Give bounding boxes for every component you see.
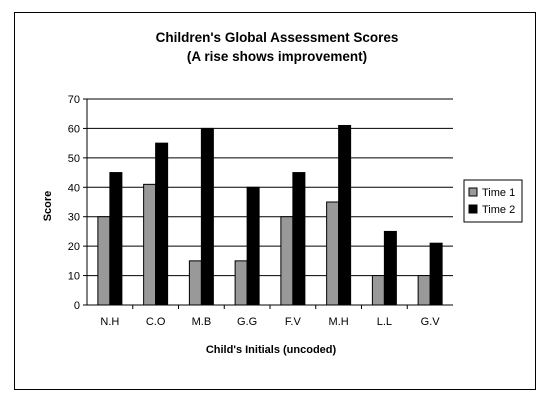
y-tick-label: 40 <box>68 182 80 194</box>
x-tick-label: N.H <box>100 316 119 328</box>
y-tick-label: 50 <box>68 153 80 165</box>
bar-time2 <box>246 186 260 306</box>
bar-time1 <box>417 275 431 306</box>
x-tick-label: M.H <box>329 316 349 328</box>
legend-label: Time 2 <box>482 204 515 216</box>
y-tick-label: 70 <box>68 94 80 106</box>
bar-time1 <box>326 201 340 306</box>
plot-background <box>87 99 453 305</box>
y-axis-label: Score <box>42 191 54 222</box>
plot-area: 0 10 20 30 40 50 60 70 N.H C.O M.B G.G F.V M.H L.L G.V <box>68 94 453 328</box>
chart-svg: Children's Global Assessment Scores (A r… <box>42 30 523 356</box>
x-tick-label: F.V <box>285 316 302 328</box>
legend-label: Time 1 <box>482 187 515 199</box>
bar-time2 <box>338 124 352 306</box>
chart-title: Children's Global Assessment Scores <box>156 30 399 45</box>
bar-time2 <box>292 172 306 306</box>
x-tick-label: L.L <box>377 316 392 328</box>
bar-time1 <box>97 216 111 306</box>
bar-time2 <box>383 230 397 306</box>
x-tick-label: M.B <box>192 316 212 328</box>
bar-time2 <box>200 127 214 306</box>
bar-time2 <box>109 172 123 306</box>
bar-time1 <box>188 260 202 306</box>
x-axis-label: Child's Initials (uncoded) <box>206 344 337 356</box>
legend: Time 1 Time 2 <box>463 179 523 223</box>
bar-time1 <box>143 183 157 306</box>
x-tick-label: G.V <box>421 316 441 328</box>
bar-time1 <box>280 216 294 306</box>
legend-swatch <box>468 204 478 214</box>
x-tick-label: G.G <box>237 316 257 328</box>
bar-time1 <box>234 260 248 306</box>
legend-swatch <box>468 187 478 197</box>
legend-box <box>463 179 523 223</box>
x-tick-label: C.O <box>146 316 166 328</box>
y-tick-label: 10 <box>68 271 80 283</box>
y-tick-label: 20 <box>68 241 80 253</box>
bar-time1 <box>371 275 385 306</box>
y-tick-label: 30 <box>68 212 80 224</box>
bar-time2 <box>155 142 169 306</box>
y-tick-label: 60 <box>68 123 80 135</box>
chart-frame: Children's Global Assessment Scores (A r… <box>14 12 536 390</box>
y-tick-label: 0 <box>74 300 80 312</box>
bar-time2 <box>429 242 443 306</box>
chart-subtitle: (A rise shows improvement) <box>187 49 367 64</box>
